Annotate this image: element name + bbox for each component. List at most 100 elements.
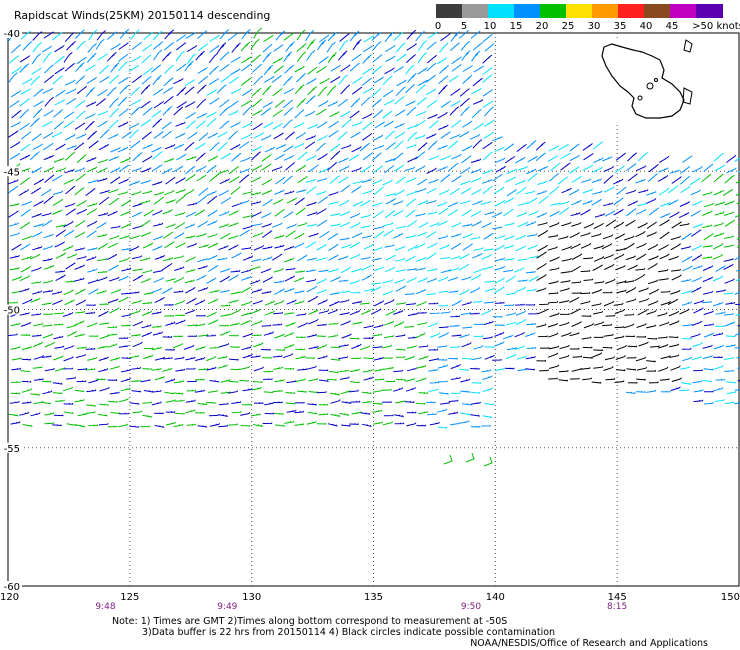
- wind-barb: [33, 355, 45, 360]
- wind-barb: [428, 120, 439, 129]
- wind-barb: [506, 346, 517, 351]
- wind-barb: [109, 235, 120, 240]
- wind-barb: [505, 275, 516, 283]
- wind-barb: [98, 423, 109, 426]
- wind-barb: [317, 134, 328, 142]
- wind-barb: [451, 56, 462, 65]
- wind-barb: [282, 175, 293, 185]
- wind-barb: [242, 122, 253, 129]
- wind-barb: [482, 336, 493, 340]
- wind-barb: [295, 401, 305, 404]
- wind-barb: [175, 242, 186, 249]
- wind-barb: [19, 275, 31, 282]
- wind-barb: [296, 312, 307, 316]
- wind-barb: [514, 345, 525, 351]
- wind-barb: [382, 75, 393, 85]
- wind-barb: [87, 130, 98, 140]
- wind-barb: [516, 355, 527, 360]
- wind-barb: [41, 301, 52, 306]
- wind-barb: [580, 232, 591, 237]
- wind-barb: [8, 185, 19, 194]
- wind-barb: [251, 386, 262, 391]
- wind-barb: [175, 132, 186, 139]
- wind-barb: [722, 188, 734, 197]
- wind-barb: [517, 201, 528, 206]
- wind-barb: [451, 334, 462, 337]
- wind-barb: [527, 233, 538, 237]
- wind-barb: [527, 197, 538, 205]
- wind-barb: [712, 254, 724, 260]
- wind-barb: [319, 379, 329, 382]
- wind-barb: [548, 280, 559, 285]
- wind-barb: [264, 300, 276, 306]
- wind-barb: [484, 346, 495, 348]
- wind-barb: [328, 120, 339, 129]
- wind-barb: [561, 257, 572, 262]
- wind-barb: [504, 244, 515, 249]
- wind-barb: [437, 235, 449, 240]
- wind-barb: [671, 176, 682, 184]
- wind-barb: [504, 155, 516, 164]
- wind-barb: [54, 67, 65, 75]
- wind-barb: [97, 110, 109, 116]
- wind-barb: [637, 222, 648, 229]
- wind-barb: [602, 234, 614, 240]
- wind-barb: [383, 414, 394, 417]
- wind-barb: [30, 75, 41, 86]
- wind-barb: [283, 106, 294, 116]
- wind-barb: [163, 42, 175, 51]
- wind-barb: [406, 190, 417, 196]
- wind-barb: [636, 323, 647, 328]
- wind-barb: [484, 287, 496, 292]
- map-title: Rapidscat Winds(25KM) 20150114 descendin…: [14, 9, 271, 22]
- wind-barb: [385, 142, 396, 151]
- wind-barb: [326, 41, 336, 53]
- wind-barb: [559, 354, 570, 360]
- wind-barb: [473, 268, 484, 274]
- wind-barb: [130, 140, 141, 149]
- wind-barb: [536, 359, 547, 362]
- wind-barb: [154, 254, 166, 260]
- wind-barb: [231, 411, 242, 414]
- wind-barb: [627, 152, 637, 162]
- wind-barb: [184, 279, 196, 284]
- wind-barb: [64, 168, 75, 174]
- wind-barb: [120, 199, 132, 207]
- wind-barb: [117, 191, 129, 196]
- wind-barb: [275, 176, 286, 185]
- wind-barb: [416, 365, 427, 369]
- wind-barb: [681, 278, 692, 283]
- wind-barb: [296, 51, 307, 62]
- wind-barb: [85, 101, 97, 108]
- wind-barb: [734, 291, 740, 295]
- wind-barb: [21, 388, 33, 393]
- wind-barb: [638, 152, 648, 162]
- wind-barb: [9, 152, 21, 160]
- wind-barb: [395, 176, 406, 184]
- wind-barb: [142, 401, 153, 404]
- wind-barb: [605, 314, 616, 317]
- wind-barb: [41, 219, 53, 227]
- wind-barb: [306, 420, 317, 425]
- wind-barb: [253, 366, 264, 372]
- wind-barb: [208, 65, 219, 75]
- wind-barb: [285, 267, 296, 271]
- wind-barb: [162, 263, 173, 271]
- wind-barb: [9, 141, 21, 149]
- wind-barb: [426, 252, 437, 260]
- wind-barb: [671, 268, 681, 272]
- wind-barb: [32, 290, 43, 295]
- wind-barb: [602, 156, 613, 162]
- wind-barb: [418, 344, 429, 348]
- wind-barb: [43, 109, 54, 117]
- wind-barb: [219, 267, 231, 273]
- wind-barb: [207, 132, 218, 139]
- wind-barb: [540, 347, 550, 349]
- wind-barb: [461, 276, 472, 281]
- wind-barb: [318, 100, 329, 108]
- wind-barb: [86, 230, 97, 238]
- wind-barb: [461, 342, 472, 348]
- wind-barb: [132, 410, 143, 414]
- wind-barb: [64, 62, 75, 72]
- wind-barb: [506, 312, 517, 316]
